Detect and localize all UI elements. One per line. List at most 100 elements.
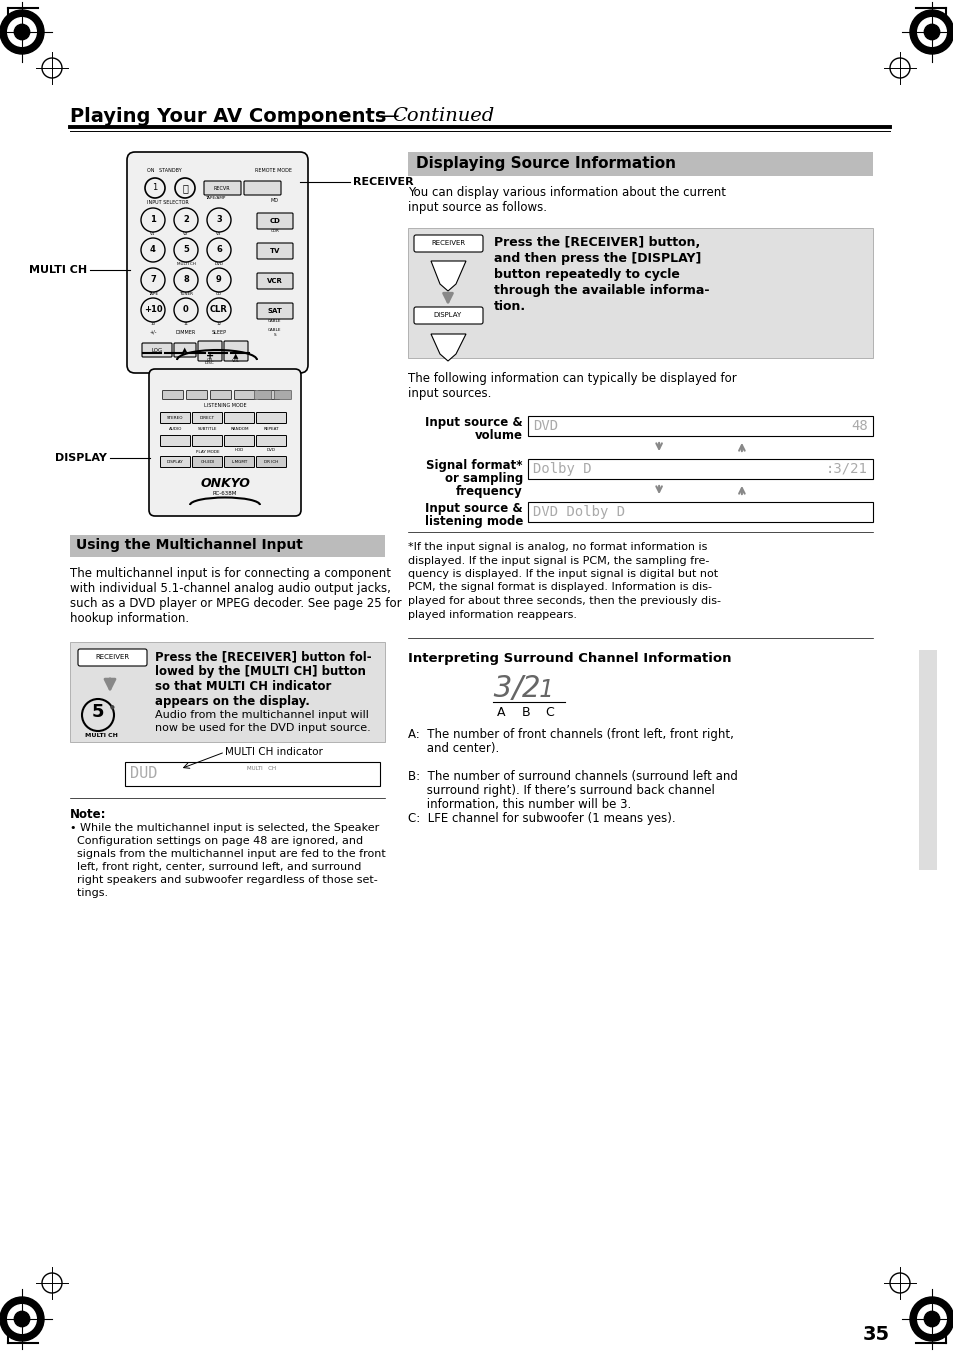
- Text: Signal format*: Signal format*: [426, 459, 522, 471]
- FancyBboxPatch shape: [256, 243, 293, 259]
- Text: Audio from the multichannel input will: Audio from the multichannel input will: [154, 711, 369, 720]
- Text: RECEIVER: RECEIVER: [353, 177, 414, 186]
- Text: STEREO: STEREO: [167, 416, 184, 420]
- Text: 1: 1: [150, 216, 155, 224]
- Text: RECEIVER: RECEIVER: [95, 654, 129, 661]
- Text: Continued: Continued: [392, 107, 494, 126]
- Text: AUDIO: AUDIO: [169, 427, 182, 431]
- Circle shape: [923, 24, 939, 39]
- Text: RECEIVER: RECEIVER: [431, 240, 464, 246]
- Text: 3: 3: [493, 674, 511, 703]
- Text: —: —: [379, 107, 399, 126]
- Text: V3: V3: [216, 232, 221, 236]
- Text: MD: MD: [271, 199, 278, 203]
- Text: Press the [RECEIVER] button,: Press the [RECEIVER] button,: [494, 236, 700, 249]
- Text: MULTI CH: MULTI CH: [247, 766, 276, 771]
- Text: DVD: DVD: [533, 419, 558, 434]
- FancyBboxPatch shape: [256, 273, 293, 289]
- FancyBboxPatch shape: [193, 457, 222, 467]
- Text: B: B: [521, 707, 530, 719]
- Text: 5: 5: [183, 246, 189, 254]
- Text: 7: 7: [150, 276, 155, 285]
- FancyBboxPatch shape: [142, 343, 172, 357]
- Text: C:  LFE channel for subwoofer (1 means yes).: C: LFE channel for subwoofer (1 means ye…: [408, 812, 675, 825]
- FancyBboxPatch shape: [198, 340, 222, 361]
- Text: 12: 12: [216, 322, 221, 326]
- Text: DIRECT: DIRECT: [200, 416, 214, 420]
- Text: V1: V1: [151, 232, 155, 236]
- Text: Displaying Source Information: Displaying Source Information: [416, 155, 676, 172]
- Text: played for about three seconds, then the previously dis-: played for about three seconds, then the…: [408, 596, 720, 607]
- Text: listening mode: listening mode: [424, 515, 522, 528]
- Text: REMOTE MODE: REMOTE MODE: [254, 168, 292, 173]
- Text: button repeatedly to cycle: button repeatedly to cycle: [494, 267, 679, 281]
- Text: frequency: frequency: [456, 485, 522, 499]
- Text: Interpreting Surround Channel Information: Interpreting Surround Channel Informatio…: [408, 653, 731, 665]
- FancyBboxPatch shape: [149, 369, 301, 516]
- FancyBboxPatch shape: [78, 648, 147, 666]
- Circle shape: [14, 1312, 30, 1327]
- Text: MULTI CH: MULTI CH: [29, 265, 87, 276]
- Text: MULTI CH indicator: MULTI CH indicator: [225, 747, 322, 757]
- Text: SUBTITLE: SUBTITLE: [197, 427, 217, 431]
- FancyBboxPatch shape: [193, 435, 222, 446]
- Text: input source as follows.: input source as follows.: [408, 201, 546, 213]
- Text: 2: 2: [183, 216, 189, 224]
- FancyBboxPatch shape: [160, 435, 191, 446]
- Text: signals from the multichannel input are fed to the front: signals from the multichannel input are …: [70, 848, 385, 859]
- Text: L-MGMT: L-MGMT: [231, 459, 248, 463]
- Text: RECVR: RECVR: [213, 185, 230, 190]
- Text: and then press the [DISPLAY]: and then press the [DISPLAY]: [494, 253, 700, 265]
- Circle shape: [0, 9, 44, 54]
- Text: now be used for the DVD input source.: now be used for the DVD input source.: [154, 723, 371, 734]
- Text: /: /: [510, 674, 528, 703]
- Text: left, front right, center, surround left, and surround: left, front right, center, surround left…: [70, 862, 361, 871]
- Text: CH-EDI: CH-EDI: [200, 459, 214, 463]
- Circle shape: [917, 18, 945, 46]
- Text: PCM, the signal format is displayed. Information is dis-: PCM, the signal format is displayed. Inf…: [408, 582, 711, 593]
- FancyBboxPatch shape: [162, 390, 183, 400]
- Text: MULTI CH: MULTI CH: [176, 262, 195, 266]
- Text: through the available informa-: through the available informa-: [494, 284, 709, 297]
- Polygon shape: [431, 261, 465, 290]
- Text: :3/21: :3/21: [825, 462, 867, 476]
- Text: +10: +10: [144, 305, 162, 315]
- Text: DVD Dolby D: DVD Dolby D: [533, 505, 624, 519]
- Text: *If the input signal is analog, no format information is: *If the input signal is analog, no forma…: [408, 542, 706, 553]
- Bar: [408, 153, 872, 176]
- FancyBboxPatch shape: [211, 390, 232, 400]
- Text: A:  The number of front channels (front left, front right,: A: The number of front channels (front l…: [408, 728, 733, 740]
- Text: SLEEP: SLEEP: [212, 330, 226, 335]
- Text: DISC: DISC: [205, 361, 214, 365]
- Text: CABLE: CABLE: [268, 319, 281, 323]
- FancyBboxPatch shape: [173, 343, 195, 357]
- FancyBboxPatch shape: [256, 435, 286, 446]
- Text: DUD: DUD: [130, 766, 157, 781]
- Text: V2: V2: [183, 232, 189, 236]
- Text: Note:: Note:: [70, 808, 107, 821]
- Text: CDR: CDR: [271, 230, 279, 232]
- Text: Using the Multichannel Input: Using the Multichannel Input: [76, 538, 302, 553]
- Text: • While the multichannel input is selected, the Speaker: • While the multichannel input is select…: [70, 823, 379, 834]
- FancyBboxPatch shape: [256, 457, 286, 467]
- Polygon shape: [431, 334, 465, 361]
- Circle shape: [909, 9, 953, 54]
- Text: right speakers and subwoofer regardless of those set-: right speakers and subwoofer regardless …: [70, 875, 377, 885]
- Text: CH: CH: [207, 358, 213, 362]
- Text: TV: TV: [270, 249, 280, 254]
- Text: quency is displayed. If the input signal is digital but not: quency is displayed. If the input signal…: [408, 569, 718, 580]
- Text: appears on the display.: appears on the display.: [154, 694, 310, 708]
- Text: hookup information.: hookup information.: [70, 612, 189, 626]
- Text: You can display various information about the current: You can display various information abou…: [408, 186, 725, 199]
- Text: Press the [RECEIVER] button fol-: Press the [RECEIVER] button fol-: [154, 650, 372, 663]
- FancyBboxPatch shape: [274, 390, 292, 400]
- Text: DVD: DVD: [267, 449, 275, 453]
- Text: TAPE/AMP: TAPE/AMP: [205, 196, 225, 200]
- Text: LISTENING MODE: LISTENING MODE: [204, 403, 246, 408]
- Text: displayed. If the input signal is PCM, the sampling fre-: displayed. If the input signal is PCM, t…: [408, 555, 709, 566]
- Text: 1: 1: [152, 184, 157, 192]
- Text: B:  The number of surround channels (surround left and: B: The number of surround channels (surr…: [408, 770, 737, 784]
- Text: TUNER: TUNER: [179, 292, 193, 296]
- Bar: [70, 642, 385, 742]
- FancyBboxPatch shape: [160, 457, 191, 467]
